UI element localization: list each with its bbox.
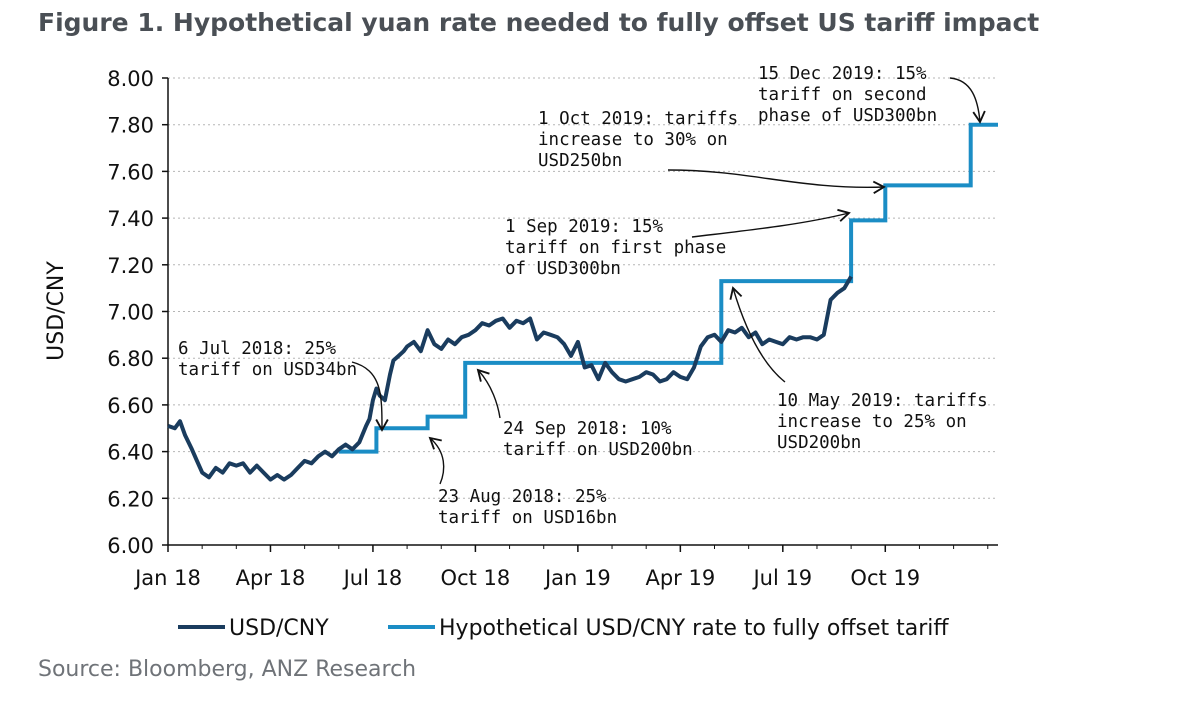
- legend-label-hypothetical: Hypothetical USD/CNY rate to fully offse…: [439, 616, 949, 641]
- annotation-line: tariff on USD34bn: [178, 360, 357, 380]
- y-tick-label: 7.80: [107, 114, 154, 138]
- annotation-line: 1 Oct 2019: tariffs: [538, 109, 738, 129]
- arrow-dec19: [949, 77, 986, 124]
- y-tick-label: 7.60: [107, 160, 154, 184]
- x-tick-label: Jul 19: [751, 566, 812, 590]
- annotation-arrows: [351, 77, 986, 485]
- annotation-line: 1 Sep 2019: 15%: [505, 217, 664, 237]
- annotation-sep18: 24 Sep 2018: 10% tariff on USD200bn: [503, 419, 693, 460]
- annotation-dec19: 15 Dec 2019: 15% tariff on second phase …: [758, 64, 937, 126]
- annotation-line: increase to 25% on: [777, 412, 967, 432]
- annotations: 6 Jul 2018: 25% tariff on USD34bn 23 Aug…: [178, 64, 998, 528]
- annotation-jul18: 6 Jul 2018: 25% tariff on USD34bn: [178, 339, 357, 380]
- annotation-line: tariff on USD200bn: [503, 440, 693, 460]
- y-ticks: 6.00 6.20 6.40 6.60 6.80 7.00 7.20 7.40 7.60 7.80…: [107, 67, 168, 558]
- annotation-may19: 10 May 2019: tariffs increase to 25% on …: [777, 391, 998, 453]
- annotation-line: phase of USD300bn: [758, 106, 937, 126]
- x-tick-label: Jul 18: [342, 566, 403, 590]
- arrow-sep18: [476, 368, 501, 419]
- annotation-line: 23 Aug 2018: 25%: [438, 487, 607, 507]
- annotation-line: 15 Dec 2019: 15%: [758, 64, 927, 84]
- x-tick-label: Jan 18: [133, 566, 201, 590]
- x-tick-label: Apr 18: [236, 566, 306, 590]
- annotation-line: USD250bn: [538, 151, 622, 171]
- annotation-line: 24 Sep 2018: 10%: [503, 419, 672, 439]
- y-tick-label: 6.40: [107, 441, 154, 465]
- annotation-line: increase to 30% on: [538, 130, 728, 150]
- legend-label-usdcny: USD/CNY: [229, 616, 329, 641]
- x-tick-label: Oct 18: [441, 566, 511, 590]
- y-tick-label: 8.00: [107, 67, 154, 91]
- y-tick-label: 7.20: [107, 254, 154, 278]
- annotation-sep19: 1 Sep 2019: 15% tariff on first phase of…: [505, 217, 737, 279]
- x-tick-label: Jan 19: [543, 566, 611, 590]
- series-hypothetical-line: [338, 122, 998, 454]
- x-tick-label: Apr 19: [645, 566, 715, 590]
- annotation-line: of USD300bn: [505, 259, 621, 279]
- annotation-line: 10 May 2019: tariffs: [777, 391, 988, 411]
- legend: USD/CNY Hypothetical USD/CNY rate to ful…: [178, 616, 949, 641]
- y-tick-label: 6.20: [107, 487, 154, 511]
- y-tick-label: 6.00: [107, 534, 154, 558]
- series-lines: [167, 122, 998, 482]
- annotation-line: tariff on USD16bn: [438, 508, 617, 528]
- arrow-sep19: [691, 208, 851, 238]
- source-note: Source: Bloomberg, ANZ Research: [38, 657, 417, 682]
- annotation-aug18: 23 Aug 2018: 25% tariff on USD16bn: [438, 487, 617, 528]
- x-ticks: Jan 18 Apr 18 Jul 18 Oct 18 Jan 19 Apr 19 Jul …: [133, 545, 989, 590]
- annotation-line: 6 Jul 2018: 25%: [178, 339, 337, 359]
- y-axis-label: USD/CNY: [44, 261, 69, 361]
- annotation-line: tariff on first phase: [505, 238, 726, 258]
- series-usdcny-line: [167, 275, 853, 482]
- y-tick-label: 6.80: [107, 347, 154, 371]
- arrow-aug18: [428, 436, 445, 485]
- y-tick-label: 7.40: [107, 207, 154, 231]
- annotation-line: USD200bn: [777, 433, 861, 453]
- figure-title: Figure 1. Hypothetical yuan rate needed …: [38, 8, 1040, 37]
- annotation-line: tariff on second: [758, 85, 927, 105]
- arrow-jul18: [351, 361, 389, 432]
- x-tick-label: Oct 19: [850, 566, 920, 590]
- arrow-oct19: [667, 169, 886, 195]
- arrow-may19: [729, 286, 786, 383]
- y-tick-label: 6.60: [107, 394, 154, 418]
- annotation-oct19: 1 Oct 2019: tariffs increase to 30% on U…: [538, 109, 749, 171]
- y-tick-label: 7.00: [107, 301, 154, 325]
